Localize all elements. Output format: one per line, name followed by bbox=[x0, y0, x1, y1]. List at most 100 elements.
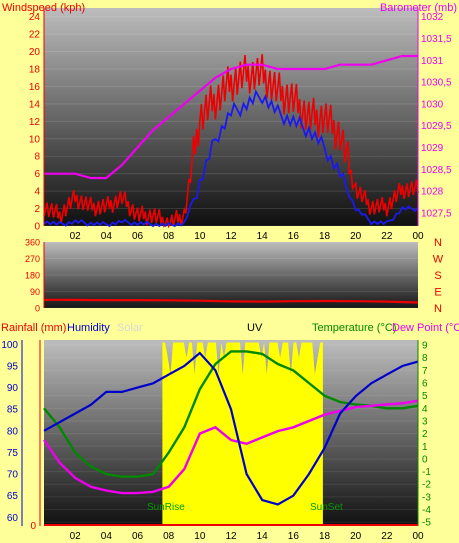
temperature-tick-4: -1 bbox=[422, 467, 431, 478]
top-time-tick-5: 12 bbox=[225, 231, 237, 242]
barometer-tick-3: 1029 bbox=[421, 143, 444, 154]
bottom-time-tick-1: 04 bbox=[101, 531, 113, 542]
top-time-tick-4: 10 bbox=[194, 231, 206, 242]
temperature-tick-9: 4 bbox=[422, 404, 428, 415]
barometer-tick-9: 1032 bbox=[421, 12, 444, 23]
top-plot-area bbox=[44, 8, 418, 226]
rainfall-label: Rainfall (mm) bbox=[1, 322, 66, 334]
top-time-tick-8: 18 bbox=[319, 231, 331, 242]
bottom-time-tick-7: 16 bbox=[288, 531, 300, 542]
bottom-time-tick-10: 22 bbox=[381, 531, 393, 542]
sunset-label: SunSet bbox=[310, 502, 343, 513]
temperature-line bbox=[43, 350, 419, 478]
windspeed-tick-12: 24 bbox=[29, 12, 41, 23]
barometer-tick-4: 1029,5 bbox=[421, 121, 452, 132]
windspeed-tick-0: 0 bbox=[34, 222, 40, 233]
compass-2: S bbox=[434, 270, 441, 282]
bottom-chart: Rainfall (mm) Humidity Solar UV Temperat… bbox=[1, 322, 459, 542]
temperature-tick-2: -3 bbox=[422, 492, 431, 503]
compass-4: N bbox=[434, 303, 442, 315]
rainfall-tick-0: 0 bbox=[30, 521, 36, 532]
windspeed-axis-label: Windspeed (kph) bbox=[2, 2, 85, 14]
temperature-tick-10: 5 bbox=[422, 391, 428, 402]
top-grid bbox=[44, 16, 418, 227]
rainfall-ticks: 0 bbox=[30, 521, 36, 532]
top-time-ticks: 02 04 06 08 10 12 14 16 18 20 22 00 bbox=[70, 231, 424, 242]
temperature-ticks: -5 -4 -3-2 -1 01 2 34 56 7 89 bbox=[422, 341, 431, 529]
barometer-tick-6: 1030,5 bbox=[421, 78, 452, 89]
barometer-tick-8: 1031,5 bbox=[421, 34, 452, 45]
temperature-tick-7: 2 bbox=[422, 429, 428, 440]
direction-ticks: 0 90 180 270 360 bbox=[25, 238, 40, 314]
humidity-tick-6: 90 bbox=[7, 383, 19, 394]
barometer-tick-7: 1031 bbox=[421, 56, 444, 67]
bottom-time-tick-6: 14 bbox=[257, 531, 269, 542]
dewpoint-label: Dew Point (°C) bbox=[392, 322, 459, 334]
sunrise-label: SunRise bbox=[147, 502, 185, 513]
barometer-tick-5: 1030 bbox=[421, 99, 444, 110]
bottom-time-tick-0: 02 bbox=[70, 531, 82, 542]
top-time-tick-3: 08 bbox=[163, 231, 175, 242]
top-time-tick-9: 20 bbox=[350, 231, 362, 242]
windspeed-tick-8: 16 bbox=[29, 82, 41, 93]
temperature-label: Temperature (°C) bbox=[312, 322, 396, 334]
top-time-tick-11: 00 bbox=[412, 231, 424, 242]
top-time-tick-2: 06 bbox=[132, 231, 144, 242]
compass-0: N bbox=[434, 237, 442, 249]
windspeed-tick-10: 20 bbox=[29, 47, 41, 58]
compass-3: E bbox=[434, 287, 441, 299]
humidity-tick-5: 85 bbox=[7, 405, 19, 416]
bottom-time-tick-2: 06 bbox=[132, 531, 144, 542]
solar-fill bbox=[162, 342, 323, 526]
humidity-tick-3: 75 bbox=[7, 448, 19, 459]
temperature-tick-11: 6 bbox=[422, 379, 428, 390]
barometer-axis-label: Barometer (mb) bbox=[380, 2, 457, 14]
humidity-label: Humidity bbox=[67, 322, 110, 334]
uv-label: UV bbox=[247, 322, 263, 334]
top-time-tick-10: 22 bbox=[381, 231, 393, 242]
windspeed-tick-2: 4 bbox=[34, 187, 40, 198]
direction-series bbox=[43, 298, 419, 304]
windspeed-line bbox=[43, 54, 419, 229]
windspeed-tick-1: 2 bbox=[34, 204, 40, 215]
bottom-time-tick-3: 08 bbox=[163, 531, 175, 542]
direction-tick-4: 360 bbox=[25, 238, 40, 248]
barometer-tick-1: 1028 bbox=[421, 187, 444, 198]
average-wind-line bbox=[43, 89, 419, 228]
windspeed-tick-6: 12 bbox=[29, 117, 41, 128]
windspeed-tick-11: 22 bbox=[29, 30, 41, 41]
barometer-line bbox=[44, 54, 418, 180]
solar-label: Solar bbox=[117, 322, 143, 334]
direction-tick-3: 270 bbox=[25, 254, 40, 264]
direction-grid bbox=[44, 241, 418, 309]
bottom-time-ticks: 02 04 06 08 10 12 14 16 18 20 22 00 bbox=[70, 531, 424, 542]
direction-line bbox=[43, 298, 419, 304]
top-time-tick-6: 14 bbox=[257, 231, 269, 242]
windspeed-tick-7: 14 bbox=[29, 99, 41, 110]
windspeed-tick-3: 6 bbox=[34, 169, 40, 180]
humidity-tick-2: 70 bbox=[7, 470, 19, 481]
solar-area bbox=[162, 342, 323, 526]
temperature-tick-1: -4 bbox=[422, 505, 431, 516]
temperature-tick-0: -5 bbox=[422, 518, 431, 529]
barometer-ticks: 1027,5 1028 1028,5 1029 1029,5 1030 1030,5 1031… bbox=[421, 12, 452, 219]
bottom-series bbox=[43, 350, 419, 526]
bottom-time-tick-8: 18 bbox=[319, 531, 331, 542]
humidity-line bbox=[43, 351, 419, 506]
windspeed-tick-9: 18 bbox=[29, 65, 41, 76]
direction-tick-0: 0 bbox=[35, 304, 40, 314]
direction-tick-1: 90 bbox=[30, 287, 40, 297]
bottom-time-tick-11: 00 bbox=[412, 531, 424, 542]
top-time-tick-1: 04 bbox=[101, 231, 113, 242]
bottom-time-tick-5: 12 bbox=[225, 531, 237, 542]
humidity-tick-1: 65 bbox=[7, 491, 19, 502]
barometer-tick-2: 1028,5 bbox=[421, 165, 452, 176]
temperature-tick-8: 3 bbox=[422, 416, 428, 427]
temperature-tick-5: 0 bbox=[422, 454, 428, 465]
bottom-time-tick-4: 10 bbox=[194, 531, 206, 542]
direction-tick-2: 180 bbox=[25, 271, 40, 281]
